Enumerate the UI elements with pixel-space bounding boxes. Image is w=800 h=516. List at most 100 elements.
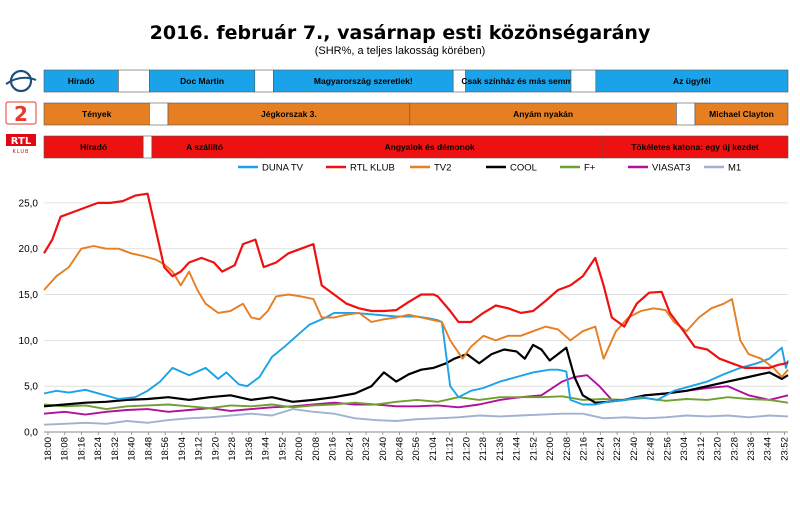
x-tick-label: 20:16 [328,437,339,461]
program-block [601,135,789,159]
x-tick-label: 21:04 [428,437,439,461]
x-tick-label: 23:44 [763,437,774,461]
svg-text:2: 2 [14,102,28,126]
x-tick-label: 23:04 [679,437,690,461]
y-tick-label: 25,0 [19,198,39,209]
x-tick-label: 20:00 [294,437,305,461]
program-label: Híradó [68,76,95,86]
x-tick-label: 18:32 [110,437,121,461]
x-tick-label: 23:20 [713,437,724,461]
x-tick-label: 18:48 [143,437,154,461]
x-tick-label: 19:52 [277,437,288,461]
tv2-logo: 2 [5,101,37,126]
program-label: A szállító [186,142,223,152]
x-tick-label: 20:40 [378,437,389,461]
x-tick-label: 20:56 [411,437,422,461]
series-line-cool [43,343,789,408]
x-tick-label: 21:36 [495,437,506,461]
program-block [595,69,789,93]
x-tick-label: 19:12 [194,437,205,461]
rtl-logo-text: RTL [11,136,32,147]
series-line-rtl-klub [43,192,789,369]
program-label: Jégkorszak 3. [261,109,317,119]
program-block [570,69,597,93]
legend-label: VIASAT3 [652,163,690,174]
klub-logo-text: KLUB [13,149,30,155]
program-label: Csak színház és más semmi [461,76,575,86]
x-tick-label: 20:24 [344,437,355,461]
x-tick-label: 18:00 [43,437,54,461]
x-tick-label: 18:40 [127,437,138,461]
x-tick-label: 18:56 [160,437,171,461]
series-line-tv2 [43,245,789,378]
duna-logo [5,69,37,93]
y-tick-label: 15,0 [19,290,39,301]
program-block [694,102,789,126]
x-tick-label: 22:40 [629,437,640,461]
program-label: Angyalok és démonok [385,142,475,152]
x-tick-label: 23:12 [696,437,707,461]
x-tick-label: 19:36 [244,437,255,461]
x-tick-label: 20:32 [361,437,372,461]
program-block [149,102,169,126]
program-block [254,69,274,93]
legend: DUNA TV RTL KLUB TV2 COOL F+ VIASAT3 M1 [238,163,741,174]
x-tick-label: 22:08 [562,437,573,461]
program-label: Tények [82,109,112,119]
x-tick-label: 21:12 [445,437,456,461]
chart-title: 2016. február 7., vasárnap esti közönség… [149,22,651,44]
program-block [142,135,153,159]
x-tick-label: 22:56 [662,437,673,461]
legend-label: TV2 [434,163,451,174]
y-tick-label: 10,0 [19,336,39,347]
rtl-klub-logo: RTL KLUB [6,134,36,155]
x-tick-label: 18:24 [93,437,104,461]
legend-label: M1 [728,163,741,174]
x-tick-label: 22:16 [579,437,590,461]
program-label: Híradó [80,142,107,152]
x-tick-label: 21:52 [528,437,539,461]
x-tick-label: 20:48 [394,437,405,461]
x-tick-label: 23:28 [729,437,740,461]
x-tick-label: 19:04 [177,437,188,461]
x-tick-label: 23:36 [746,437,757,461]
x-tick-label: 19:20 [210,437,221,461]
program-label: Az ügyfél [673,76,711,86]
series-line-duna-tv [43,311,789,406]
plot-area: 0,0 5,0 10,0 15,0 20,0 25,0 18:00 18:08 18:16 18:… [19,192,790,461]
x-tick-label: 18:08 [60,437,71,461]
x-tick-label: 22:00 [545,437,556,461]
x-tick-label: 19:44 [261,437,272,461]
series-line-f- [43,395,789,411]
x-tick-label: 22:48 [646,437,657,461]
x-tick-label: 21:44 [512,437,523,461]
x-tick-label: 23:52 [779,437,790,461]
program-schedule: Híradó Doc Martin Magyarország szeretlek! C… [43,69,789,159]
legend-label: COOL [510,163,537,174]
legend-label: DUNA TV [262,163,304,174]
y-tick-label: 0,0 [24,428,38,439]
program-label: Magyarország szeretlek! [314,76,413,86]
program-label: Anyám nyakán [513,109,573,119]
x-tick-label: 19:28 [227,437,238,461]
x-tick-label: 18:16 [76,437,87,461]
x-tick-label: 22:24 [595,437,606,461]
x-tick-label: 22:32 [612,437,623,461]
program-label: Tökéletes katona: egy új kezdet [631,142,759,152]
y-tick-label: 5,0 [24,382,38,393]
program-label: Doc Martin [180,76,224,86]
series-line-m1 [43,408,789,426]
x-tick-label: 21:20 [461,437,472,461]
series-line-viasat3 [43,374,789,416]
program-label: Michael Clayton [709,109,774,119]
x-tick-label: 20:08 [311,437,322,461]
legend-label: RTL KLUB [350,163,395,174]
program-block [676,102,696,126]
chart-subtitle: (SHR%, a teljes lakosság körében) [314,45,486,57]
y-tick-label: 20,0 [19,244,39,255]
legend-label: F+ [584,163,596,174]
x-tick-label: 21:28 [478,437,489,461]
program-block [118,69,150,93]
